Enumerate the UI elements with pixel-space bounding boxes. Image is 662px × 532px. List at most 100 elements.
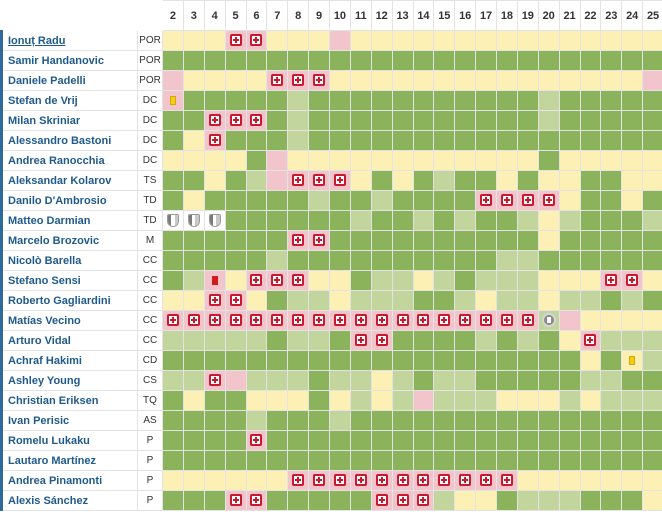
player-name-link[interactable]: Daniele Padelli: [0, 70, 138, 91]
round-status-cell: [454, 70, 477, 91]
player-name-link[interactable]: Ivan Perisic: [0, 410, 138, 431]
round-status-cell: [621, 150, 644, 171]
round-status-cell: [224, 390, 247, 411]
round-status-cell: [245, 490, 268, 511]
round-status-cell: [475, 430, 497, 451]
player-name-link[interactable]: Andrea Ranocchia: [0, 150, 138, 171]
round-status-cell: [454, 170, 477, 191]
round-status-cell: [308, 110, 330, 131]
round-status-cell: [433, 430, 456, 451]
round-header: 13: [391, 0, 414, 31]
round-status-cell: [642, 170, 662, 191]
player-name-link[interactable]: Danilo D'Ambrosio: [0, 190, 138, 211]
round-status-cell: [496, 310, 518, 331]
round-status-cell: [370, 450, 393, 471]
player-name-link[interactable]: Alessandro Bastoni: [0, 130, 138, 151]
round-status-cell: [454, 130, 477, 151]
player-name-link[interactable]: Samir Handanovic: [0, 50, 138, 71]
injury-icon: [396, 494, 409, 507]
round-status-cell: [182, 350, 205, 371]
round-status-cell: [370, 350, 393, 371]
round-status-cell: [642, 290, 662, 311]
player-name-link[interactable]: Milan Skriniar: [0, 110, 138, 131]
round-status-cell: [579, 130, 602, 151]
round-status-cell: [579, 250, 602, 271]
round-status-cell: [391, 230, 414, 251]
round-status-cell: [349, 50, 372, 71]
round-status-cell: [224, 250, 247, 271]
round-status-cell: [182, 210, 205, 231]
round-status-cell: [475, 490, 497, 511]
round-status-cell: [433, 30, 456, 51]
round-status-cell: [642, 410, 662, 431]
injury-icon: [313, 314, 326, 327]
round-status-cell: [579, 290, 602, 311]
round-header: 7: [266, 0, 289, 31]
round-status-cell: [182, 50, 205, 71]
player-name-link[interactable]: Arturo Vidal: [0, 330, 138, 351]
round-status-cell: [162, 270, 184, 291]
round-status-cell: [182, 390, 205, 411]
round-status-cell: [370, 290, 393, 311]
player-name-link[interactable]: Marcelo Brozovic: [0, 230, 138, 251]
round-status-cell: [412, 250, 435, 271]
player-name-link[interactable]: Nicolò Barella: [0, 250, 138, 271]
player-name-link[interactable]: Roberto Gagliardini: [0, 290, 138, 311]
round-status-cell: [412, 210, 435, 231]
player-name-link[interactable]: Ionuț Radu: [0, 30, 138, 51]
round-status-cell: [245, 310, 268, 331]
round-status-cell: [475, 330, 497, 351]
player-name-link[interactable]: Ashley Young: [0, 370, 138, 391]
round-status-cell: [558, 450, 581, 471]
round-status-cell: [329, 90, 351, 111]
round-status-cell: [516, 290, 539, 311]
player-name-link[interactable]: Romelu Lukaku: [0, 430, 138, 451]
player-position: DC: [137, 90, 163, 111]
round-status-cell: [162, 430, 184, 451]
injury-icon: [166, 314, 179, 327]
injury-icon: [250, 314, 263, 327]
round-status-cell: [182, 90, 205, 111]
injury-icon: [292, 314, 305, 327]
player-name-link[interactable]: Matías Vecino: [0, 310, 138, 331]
player-name-link[interactable]: Matteo Darmian: [0, 210, 138, 231]
player-name-link[interactable]: Achraf Hakimi: [0, 350, 138, 371]
round-status-cell: [308, 210, 330, 231]
player-name-link[interactable]: Alexis Sánchez: [0, 490, 138, 511]
round-status-cell: [621, 90, 644, 111]
round-status-cell: [245, 230, 268, 251]
injury-icon: [229, 34, 242, 47]
round-status-cell: [412, 90, 435, 111]
round-status-cell: [496, 390, 518, 411]
player-name-link[interactable]: Stefano Sensi: [0, 270, 138, 291]
round-status-cell: [600, 230, 623, 251]
round-status-cell: [370, 130, 393, 151]
round-status-cell: [600, 150, 623, 171]
round-status-cell: [433, 310, 456, 331]
round-status-cell: [203, 110, 226, 131]
player-position: CD: [137, 350, 163, 371]
round-status-cell: [370, 490, 393, 511]
player-name-link[interactable]: Stefan de Vrij: [0, 90, 138, 111]
player-name-link[interactable]: Lautaro Martínez: [0, 450, 138, 471]
round-status-cell: [370, 470, 393, 491]
round-status-cell: [203, 370, 226, 391]
round-status-cell: [182, 470, 205, 491]
round-header: 18: [496, 0, 518, 31]
round-status-cell: [621, 390, 644, 411]
round-status-cell: [224, 270, 247, 291]
round-status-cell: [537, 490, 560, 511]
round-status-cell: [203, 250, 226, 271]
round-status-cell: [329, 150, 351, 171]
round-status-cell: [162, 450, 184, 471]
player-name-link[interactable]: Aleksandar Kolarov: [0, 170, 138, 191]
player-name-link[interactable]: Andrea Pinamonti: [0, 470, 138, 491]
round-status-cell: [412, 450, 435, 471]
player-name-link[interactable]: Christian Eriksen: [0, 390, 138, 411]
round-status-cell: [558, 330, 581, 351]
round-header: 22: [579, 0, 602, 31]
player-position: DC: [137, 130, 163, 151]
injury-icon: [459, 314, 472, 327]
round-status-cell: [433, 170, 456, 191]
round-status-cell: [412, 50, 435, 71]
